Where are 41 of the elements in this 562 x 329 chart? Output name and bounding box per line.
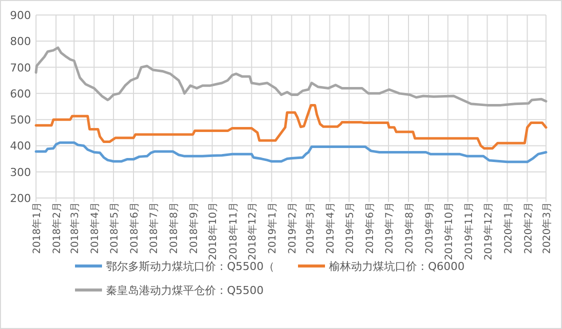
x-tick-label: 2018年2月: [51, 202, 64, 254]
x-tick-label: 2018年11月: [227, 202, 240, 260]
x-tick-label: 2020年1月: [502, 202, 514, 254]
x-tick-label: 2019年1月: [266, 202, 279, 254]
x-tick-label: 2019年5月: [344, 202, 356, 254]
y-tick-label: 900: [10, 9, 31, 22]
x-tick-label: 2019年7月: [383, 202, 396, 254]
x-tick-label: 2018年4月: [89, 202, 102, 254]
legend-label: 秦皇岛港动力煤平仓价：Q5500: [106, 284, 264, 297]
x-tick-label: 2020年3月: [541, 202, 553, 254]
x-tick-label: 2018年9月: [188, 202, 200, 254]
x-tick-label: 2018年10月: [207, 202, 220, 260]
x-tick-label: 2019年3月: [304, 202, 317, 254]
x-tick-label: 2019年4月: [324, 202, 337, 254]
x-tick-label: 2018年7月: [148, 202, 160, 254]
x-tick-label: 2019年10月: [442, 202, 455, 260]
legend-label: 榆林动力煤坑口价：Q6000: [329, 260, 465, 273]
y-tick-label: 700: [10, 61, 31, 74]
x-tick-label: 2019年8月: [403, 202, 416, 254]
x-tick-label: 2018年3月: [69, 202, 82, 254]
line-series: [34, 46, 548, 106]
y-tick-label: 200: [10, 192, 31, 205]
x-tick-label: 2019年2月: [286, 202, 299, 254]
line-series: [34, 104, 548, 150]
x-tick-label: 2020年2月: [522, 202, 534, 254]
x-tick-label: 2018年12月: [246, 202, 259, 260]
x-tick-label: 2018年5月: [108, 202, 120, 254]
x-tick-label: 2018年8月: [168, 202, 180, 254]
y-tick-label: 600: [10, 87, 31, 100]
x-tick-label: 2019年9月: [424, 202, 436, 254]
y-tick-label: 500: [10, 114, 31, 127]
x-tick-label: 2018年1月: [31, 202, 43, 254]
legend-label: 鄂尔多斯动力煤坑口价：Q5500（: [106, 260, 275, 273]
x-tick-label: 2019年6月: [364, 202, 376, 254]
line-series: [34, 141, 548, 164]
y-tick-label: 400: [10, 140, 31, 153]
x-tick-label: 2018年6月: [128, 202, 140, 254]
x-tick-label: 2019年12月: [482, 202, 494, 260]
y-tick-label: 300: [10, 166, 31, 179]
y-tick-label: 800: [10, 35, 31, 48]
x-tick-label: 2019年11月: [462, 202, 475, 260]
